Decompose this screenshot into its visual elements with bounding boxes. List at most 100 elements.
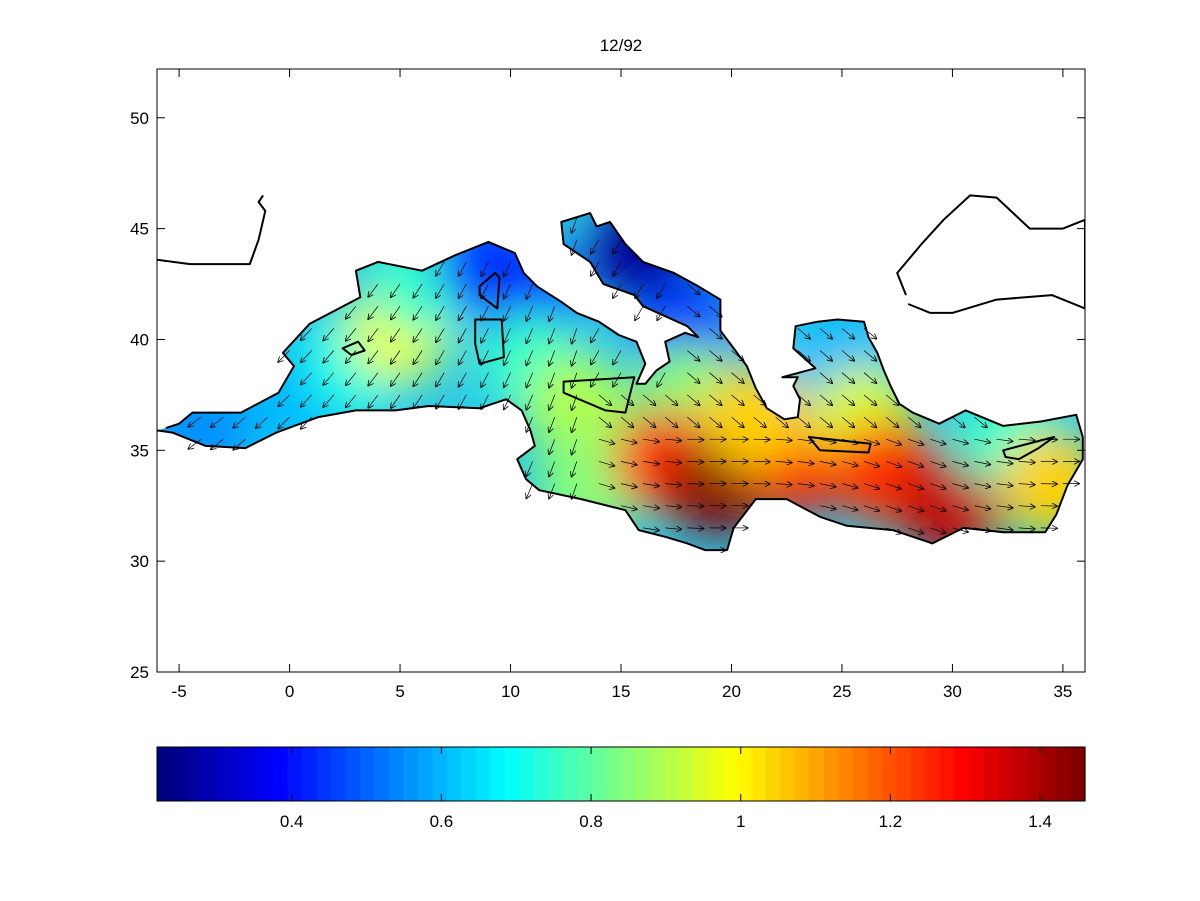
colorbar-cell	[766, 747, 782, 801]
colorbar-cell	[1027, 747, 1043, 801]
vector-arrow	[526, 461, 533, 476]
vector-arrow	[841, 394, 854, 405]
vector-arrow	[885, 438, 901, 444]
vector-arrow	[572, 439, 578, 454]
vector-arrow	[278, 416, 290, 428]
vector-arrow	[643, 528, 659, 531]
vector-arrow	[709, 350, 721, 361]
vector-arrow	[459, 350, 467, 365]
colorbar-cell	[780, 747, 796, 801]
coastline-sea	[157, 212, 1084, 552]
colorbar-cell	[548, 747, 564, 801]
vector-arrow	[797, 416, 810, 427]
colorbar-cell	[882, 747, 898, 801]
colorbar-cell	[621, 747, 637, 801]
colorbar-cell	[722, 747, 738, 801]
vector-arrow	[775, 461, 792, 462]
vector-arrow	[1018, 461, 1035, 462]
vector-arrow	[819, 372, 832, 383]
vector-arrow	[481, 328, 489, 342]
vector-arrow	[549, 416, 556, 432]
vector-arrow	[481, 372, 489, 387]
vector-arrow	[323, 350, 335, 363]
colorbar-tick-label: 1.4	[1028, 812, 1052, 831]
colorbar-cell	[693, 747, 709, 801]
vector-arrow	[620, 506, 637, 510]
vector-arrow	[572, 461, 578, 476]
vector-arrow	[952, 416, 964, 427]
vector-arrow	[819, 484, 836, 487]
map-title: 12/92	[600, 36, 643, 55]
vector-arrow	[436, 328, 445, 342]
y-tick-label: 40	[130, 330, 149, 349]
vector-arrow	[504, 328, 511, 343]
vector-arrow	[413, 394, 423, 408]
vector-arrow	[436, 372, 445, 387]
colorbar-cell	[853, 747, 869, 801]
vector-arrow	[526, 394, 533, 410]
vector-arrow	[731, 416, 744, 427]
vector-arrow	[797, 484, 814, 486]
colorbar-cell	[664, 747, 680, 801]
vector-arrow	[635, 306, 644, 320]
colorbar-cell	[374, 747, 390, 801]
vector-arrow	[504, 394, 511, 410]
vector-arrow	[346, 372, 357, 386]
colorbar-cell	[911, 747, 927, 801]
vector-arrow	[572, 239, 578, 255]
vector-arrow	[974, 506, 991, 509]
vector-arrow	[572, 217, 578, 233]
vector-arrow	[974, 461, 991, 464]
vector-arrow	[687, 394, 699, 405]
vector-arrow	[188, 438, 202, 449]
vector-arrow	[620, 461, 637, 465]
vector-arrow	[709, 394, 721, 405]
coastline-black-sea	[896, 194, 1085, 314]
vector-arrow	[841, 461, 857, 465]
vector-arrow	[526, 372, 533, 388]
vector-arrow	[819, 350, 832, 361]
colorbar-cell	[940, 747, 956, 801]
vector-arrow	[841, 505, 857, 510]
vector-arrow	[526, 416, 533, 432]
colorbar-cell	[867, 747, 883, 801]
vector-arrow	[346, 394, 357, 407]
y-tick-label: 35	[130, 441, 149, 460]
vector-arrow	[459, 306, 467, 320]
vector-arrow	[591, 350, 600, 365]
vector-arrow	[709, 372, 721, 383]
vector-arrow	[459, 261, 467, 276]
vector-arrow	[504, 372, 511, 388]
vector-arrow	[613, 350, 622, 365]
vector-arrow	[885, 416, 898, 427]
vector-arrow	[709, 328, 721, 338]
vector-arrow	[863, 372, 876, 383]
vector-arrow	[863, 416, 876, 427]
colorbar-cell	[418, 747, 434, 801]
vector-arrow	[598, 438, 614, 444]
vector-arrow	[549, 394, 556, 410]
vector-arrow	[549, 483, 556, 499]
vector-arrow	[731, 394, 744, 405]
vector-arrow	[908, 483, 923, 489]
vector-arrow	[863, 350, 876, 361]
vector-arrow	[481, 283, 489, 298]
colorbar-tick-label: 1.2	[879, 812, 903, 831]
coastline-biscay	[157, 194, 267, 266]
vector-arrow	[278, 394, 290, 406]
vector-arrow	[572, 328, 578, 343]
vector-arrow	[687, 350, 699, 361]
vector-arrow	[323, 394, 335, 407]
vector-arrow	[620, 439, 637, 443]
vector-arrow	[643, 506, 659, 509]
vector-arrow	[391, 283, 401, 297]
vector-arrow	[526, 306, 533, 321]
y-tick-label: 30	[130, 552, 149, 571]
vector-arrow	[549, 306, 556, 321]
colorbar-tick-label: 0.4	[280, 812, 304, 831]
colorbar-cell	[592, 747, 608, 801]
colorbar-cells	[157, 747, 1086, 801]
colorbar-cell	[273, 747, 289, 801]
colorbar-cell	[563, 747, 579, 801]
vector-arrow	[233, 416, 246, 428]
